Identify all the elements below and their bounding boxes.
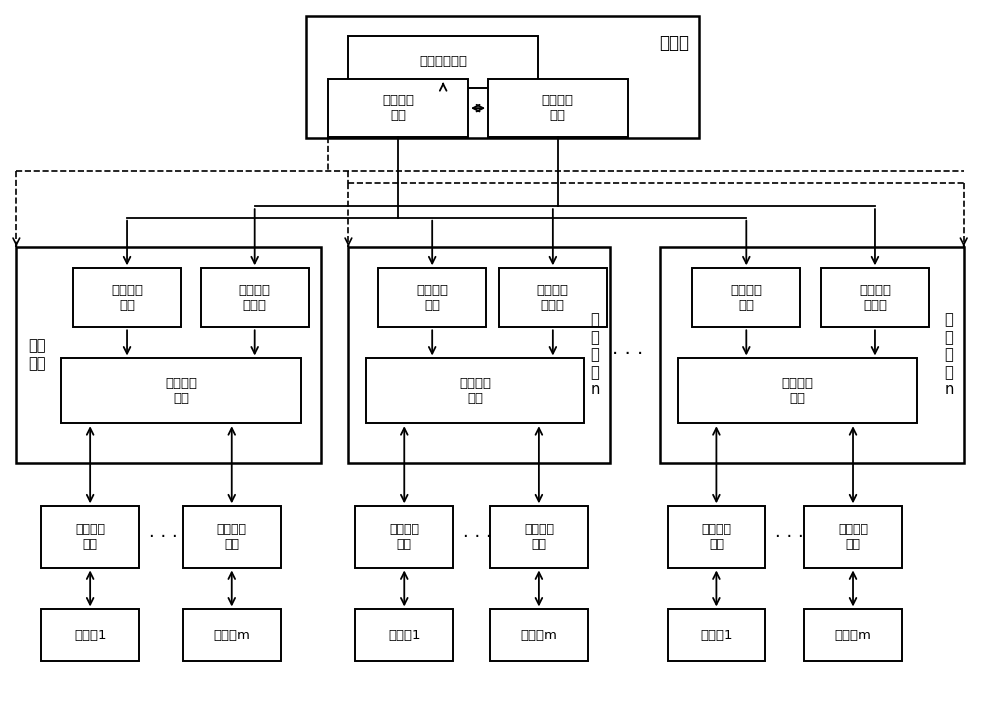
FancyBboxPatch shape bbox=[660, 247, 964, 463]
Text: 伺服电机
系统: 伺服电机 系统 bbox=[75, 523, 105, 551]
Text: 运动控制
模块: 运动控制 模块 bbox=[781, 377, 813, 405]
FancyBboxPatch shape bbox=[499, 268, 607, 327]
FancyBboxPatch shape bbox=[490, 506, 588, 568]
FancyBboxPatch shape bbox=[306, 16, 699, 138]
Text: 从
控
制
器
n: 从 控 制 器 n bbox=[944, 313, 954, 397]
FancyBboxPatch shape bbox=[355, 610, 453, 661]
FancyBboxPatch shape bbox=[804, 610, 902, 661]
FancyBboxPatch shape bbox=[61, 358, 301, 424]
FancyBboxPatch shape bbox=[678, 358, 917, 424]
FancyBboxPatch shape bbox=[16, 247, 320, 463]
Text: 运动控制
模块: 运动控制 模块 bbox=[165, 377, 197, 405]
Text: 伺服电机
系统: 伺服电机 系统 bbox=[217, 523, 247, 551]
FancyBboxPatch shape bbox=[201, 268, 309, 327]
FancyBboxPatch shape bbox=[355, 506, 453, 568]
FancyBboxPatch shape bbox=[73, 268, 181, 327]
FancyBboxPatch shape bbox=[821, 268, 929, 327]
FancyBboxPatch shape bbox=[41, 506, 139, 568]
Text: 推波板m: 推波板m bbox=[213, 629, 250, 642]
Text: 伺服电机
系统: 伺服电机 系统 bbox=[838, 523, 868, 551]
Text: 主同步控
制模块: 主同步控 制模块 bbox=[239, 284, 271, 312]
Text: · · ·: · · · bbox=[463, 528, 492, 546]
FancyBboxPatch shape bbox=[668, 610, 765, 661]
FancyBboxPatch shape bbox=[378, 268, 486, 327]
FancyBboxPatch shape bbox=[348, 247, 610, 463]
Text: 波浪存储
模块: 波浪存储 模块 bbox=[730, 284, 762, 312]
FancyBboxPatch shape bbox=[804, 506, 902, 568]
Text: 波浪存储
模块: 波浪存储 模块 bbox=[416, 284, 448, 312]
Text: 推波板m: 推波板m bbox=[835, 629, 871, 642]
FancyBboxPatch shape bbox=[328, 80, 468, 137]
Text: 推波板1: 推波板1 bbox=[388, 629, 421, 642]
Text: 主控
制器: 主控 制器 bbox=[28, 339, 46, 371]
Text: 伺服电机
系统: 伺服电机 系统 bbox=[389, 523, 419, 551]
FancyBboxPatch shape bbox=[348, 36, 538, 88]
FancyBboxPatch shape bbox=[41, 610, 139, 661]
FancyBboxPatch shape bbox=[366, 358, 584, 424]
Text: · · ·: · · · bbox=[612, 345, 643, 364]
FancyBboxPatch shape bbox=[668, 506, 765, 568]
Text: 从
控
制
器
n: 从 控 制 器 n bbox=[590, 313, 600, 397]
Text: 主同步控
制模块: 主同步控 制模块 bbox=[859, 284, 891, 312]
Text: 波浪生成模块: 波浪生成模块 bbox=[419, 56, 467, 69]
Text: · · ·: · · · bbox=[775, 528, 804, 546]
Text: 主同步控
制模块: 主同步控 制模块 bbox=[537, 284, 569, 312]
Text: 伺服电机
系统: 伺服电机 系统 bbox=[701, 523, 731, 551]
Text: 数据分发
模块: 数据分发 模块 bbox=[382, 94, 414, 122]
FancyBboxPatch shape bbox=[183, 610, 281, 661]
FancyBboxPatch shape bbox=[490, 610, 588, 661]
Text: 伺服电机
系统: 伺服电机 系统 bbox=[524, 523, 554, 551]
Text: 运动控制
模块: 运动控制 模块 bbox=[459, 377, 491, 405]
Text: 推波板1: 推波板1 bbox=[700, 629, 733, 642]
FancyBboxPatch shape bbox=[692, 268, 800, 327]
Text: 推波板m: 推波板m bbox=[520, 629, 557, 642]
Text: 控制命令
模块: 控制命令 模块 bbox=[542, 94, 574, 122]
FancyBboxPatch shape bbox=[488, 80, 628, 137]
Text: 上位机: 上位机 bbox=[659, 34, 689, 52]
Text: · · ·: · · · bbox=[149, 528, 178, 546]
Text: 推波板1: 推波板1 bbox=[74, 629, 106, 642]
Text: 波浪存储
模块: 波浪存储 模块 bbox=[111, 284, 143, 312]
FancyBboxPatch shape bbox=[183, 506, 281, 568]
